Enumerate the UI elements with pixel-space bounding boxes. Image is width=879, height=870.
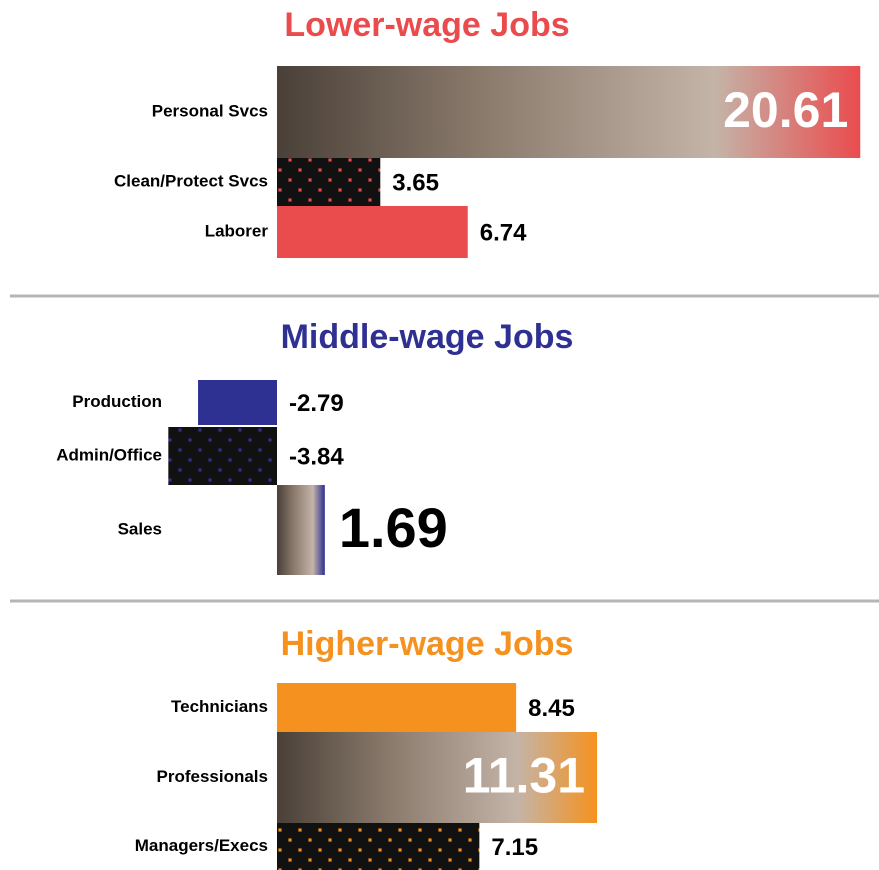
value-label: 6.74: [480, 219, 527, 246]
value-label: -3.84: [289, 443, 344, 470]
chart-title: Lower-wage Jobs: [284, 6, 569, 44]
value-label: 3.65: [392, 169, 439, 196]
chart-title: Middle-wage Jobs: [281, 318, 574, 356]
category-label: Sales: [118, 519, 162, 538]
bar: [277, 158, 380, 206]
category-label: Laborer: [205, 221, 269, 240]
bar: [277, 683, 516, 732]
category-label: Production: [72, 392, 162, 411]
bar: [277, 485, 325, 575]
value-label: -2.79: [289, 390, 344, 417]
bar: [168, 427, 277, 485]
category-label: Personal Svcs: [152, 101, 268, 120]
value-label: 1.69: [339, 496, 448, 559]
category-label: Professionals: [157, 767, 269, 786]
bar: [277, 206, 468, 258]
category-label: Clean/Protect Svcs: [114, 171, 268, 190]
infographic: Lower-wage Jobs Personal Svcs 20.61 Clean/P…: [0, 0, 879, 870]
bar: [198, 380, 277, 425]
value-label: 20.61: [723, 82, 848, 138]
chart-title: Higher-wage Jobs: [281, 625, 574, 663]
bar: [277, 823, 479, 870]
value-label: 11.31: [463, 748, 585, 804]
value-label: 7.15: [491, 834, 538, 861]
value-label: 8.45: [528, 695, 575, 722]
category-label: Managers/Execs: [135, 836, 268, 855]
page: {"chart_data": [ {"type": "bar", "title"…: [0, 0, 879, 870]
category-label: Technicians: [171, 697, 268, 716]
category-label: Admin/Office: [56, 445, 162, 464]
